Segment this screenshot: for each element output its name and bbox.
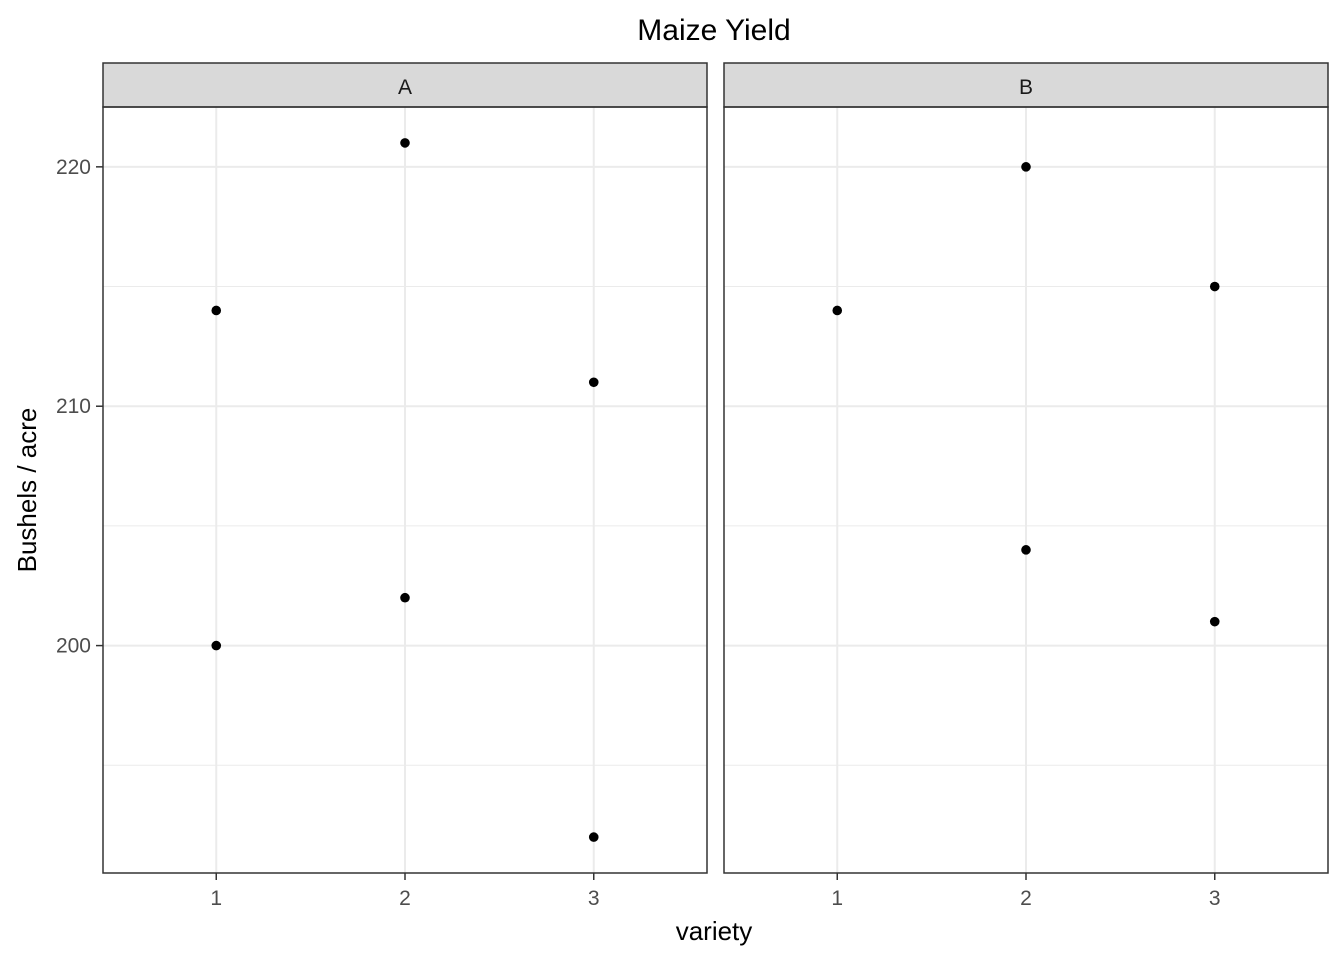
data-point [1021,545,1031,555]
data-point [832,305,843,316]
facet-strip [723,62,1329,108]
facet-strip-label: B [1019,76,1033,99]
facet-strip-label: A [398,76,412,99]
x-tick-label: 1 [210,887,222,910]
data-point [1209,616,1220,627]
facet-strip [102,62,708,108]
x-tick-label: 3 [1209,887,1221,910]
y-axis-label: Bushels / acre [12,408,42,573]
facet-panel-b: B 1 2 3 [723,62,1329,910]
data-point [211,305,222,316]
data-point [588,832,599,842]
x-axis-label: variety [676,916,753,946]
facet-panel-a: A 1 2 3 [102,62,708,910]
x-tick-label: 2 [399,887,411,910]
x-tick-label: 3 [588,887,600,910]
facet-panels: A 1 2 3 B 1 2 3 [102,62,1329,910]
data-point [1209,281,1220,292]
y-tick-label: 200 [56,635,91,658]
data-point [1021,162,1031,172]
x-tick-label: 2 [1020,887,1032,910]
data-point [400,592,410,603]
data-point [588,377,599,388]
y-tick-label: 210 [56,395,91,418]
data-point [211,640,222,651]
data-point [400,138,410,148]
chart-title: Maize Yield [637,14,790,47]
y-tick-label: 220 [56,156,91,179]
y-axis: 200 210 220 [56,156,103,658]
x-tick-label: 1 [831,887,843,910]
